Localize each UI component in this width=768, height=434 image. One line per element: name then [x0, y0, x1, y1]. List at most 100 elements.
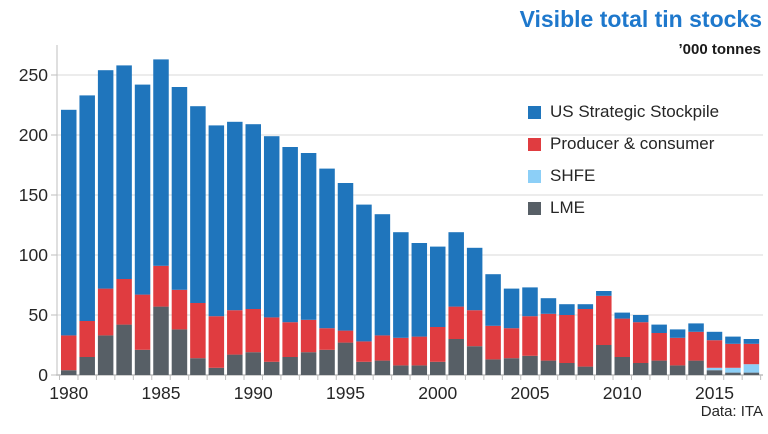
bar-1986-producer-consumer — [171, 289, 188, 330]
x-axis-label-2015: 2015 — [695, 383, 734, 403]
bar-1993-lme — [300, 352, 317, 375]
legend-swatch — [528, 169, 541, 183]
bar-1981-us-strategic-stockpile — [79, 95, 95, 322]
bar-1987-producer-consumer — [190, 303, 206, 359]
bar-1995-producer-consumer — [337, 330, 354, 343]
bar-2015-shfe — [706, 367, 723, 371]
bar-1984-producer-consumer — [134, 294, 151, 350]
bar-1994-producer-consumer — [319, 328, 335, 350]
bar-2006-us-strategic-stockpile — [540, 298, 557, 314]
bar-1981-producer-consumer — [79, 321, 95, 357]
bar-2011-us-strategic-stockpile — [632, 315, 649, 323]
bar-1991-lme — [263, 361, 280, 375]
bar-2005-lme — [522, 355, 538, 375]
bar-1982-us-strategic-stockpile — [97, 70, 114, 289]
axis-labels: 0 50 100 150 200 250 1980 1985 1990 1995 2000 2005 2… — [19, 65, 734, 403]
bar-2012-us-strategic-stockpile — [651, 324, 667, 333]
bars — [61, 59, 760, 375]
unit-label: ’000 tonnes — [678, 41, 761, 58]
bar-2010-producer-consumer — [614, 318, 630, 357]
bar-2015-us-strategic-stockpile — [706, 331, 723, 341]
bar-1998-us-strategic-stockpile — [393, 232, 409, 338]
bar-1988-producer-consumer — [208, 316, 225, 368]
bar-1981-lme — [79, 357, 95, 375]
bar-1993-producer-consumer — [300, 319, 317, 353]
bar-1984-us-strategic-stockpile — [134, 84, 151, 295]
bar-1989-lme — [227, 354, 243, 375]
bar-2005-us-strategic-stockpile — [522, 287, 538, 317]
bar-2008-lme — [577, 366, 594, 375]
bar-2017-producer-consumer — [743, 343, 760, 365]
bar-2002-us-strategic-stockpile — [466, 247, 483, 311]
bar-1980-lme — [61, 370, 77, 375]
bar-2011-lme — [632, 363, 649, 375]
bar-1998-producer-consumer — [393, 337, 409, 366]
bar-1999-lme — [411, 365, 428, 375]
bar-2013-lme — [669, 365, 686, 375]
bar-2014-producer-consumer — [688, 331, 704, 361]
legend-item-lme: LME — [528, 192, 719, 224]
legend: US Strategic Stockpile Producer & consume… — [528, 96, 719, 224]
bar-1985-us-strategic-stockpile — [153, 59, 169, 266]
legend-label: US Strategic Stockpile — [550, 102, 720, 121]
bar-1995-lme — [337, 342, 354, 375]
bar-2000-lme — [430, 361, 446, 375]
y-axis-label-150: 150 — [19, 185, 48, 205]
bar-1997-lme — [374, 360, 391, 375]
bar-1980-producer-consumer — [61, 335, 77, 371]
bar-1996-lme — [356, 361, 372, 375]
bar-1988-us-strategic-stockpile — [208, 125, 225, 317]
x-axis-label-2005: 2005 — [511, 383, 550, 403]
bar-2002-producer-consumer — [466, 310, 483, 347]
bar-2001-producer-consumer — [448, 306, 464, 339]
bar-2016-producer-consumer — [725, 343, 741, 368]
bar-1984-lme — [134, 349, 151, 375]
legend-swatch — [528, 137, 541, 151]
x-axis-label-1980: 1980 — [49, 383, 88, 403]
bar-1990-lme — [245, 352, 261, 375]
x-axis-label-1990: 1990 — [234, 383, 273, 403]
bar-2013-producer-consumer — [669, 337, 686, 366]
bar-1995-us-strategic-stockpile — [337, 183, 354, 331]
bar-1994-lme — [319, 349, 335, 375]
bar-1996-producer-consumer — [356, 341, 372, 362]
y-axis-label-250: 250 — [19, 65, 48, 85]
bar-2004-us-strategic-stockpile — [503, 288, 520, 329]
bar-2011-producer-consumer — [632, 322, 649, 363]
bar-2005-producer-consumer — [522, 316, 538, 356]
y-axis-label-100: 100 — [19, 245, 48, 265]
bar-1989-us-strategic-stockpile — [227, 121, 243, 311]
bar-1986-lme — [171, 329, 188, 375]
legend-label: LME — [550, 198, 585, 217]
bar-1999-producer-consumer — [411, 336, 428, 366]
bar-2000-producer-consumer — [430, 327, 446, 362]
bar-2009-lme — [596, 345, 612, 375]
bar-2012-lme — [651, 360, 667, 375]
bar-1985-lme — [153, 306, 169, 375]
bar-2001-lme — [448, 339, 464, 375]
bar-2016-us-strategic-stockpile — [725, 336, 741, 344]
bar-2009-us-strategic-stockpile — [596, 291, 612, 296]
bar-2014-lme — [688, 360, 704, 375]
x-axis-label-1985: 1985 — [142, 383, 181, 403]
bar-2006-lme — [540, 360, 557, 375]
bar-2004-producer-consumer — [503, 328, 520, 359]
bar-1997-producer-consumer — [374, 335, 391, 361]
x-axis-label-2010: 2010 — [603, 383, 642, 403]
bar-2002-lme — [466, 346, 483, 375]
legend-swatch — [528, 105, 541, 119]
bar-1988-lme — [208, 367, 225, 375]
data-source-label: Data: ITA — [700, 403, 763, 420]
bar-2003-producer-consumer — [485, 325, 501, 360]
bar-1987-us-strategic-stockpile — [190, 106, 206, 303]
chart-title: Visible total tin stocks — [519, 6, 762, 32]
bar-1987-lme — [190, 358, 206, 375]
bar-1990-us-strategic-stockpile — [245, 124, 261, 309]
bar-2006-producer-consumer — [540, 313, 557, 361]
y-axis-label-50: 50 — [29, 305, 49, 325]
x-axis-label-1995: 1995 — [326, 383, 365, 403]
bar-1991-producer-consumer — [263, 317, 280, 362]
bar-1983-us-strategic-stockpile — [116, 65, 132, 280]
bar-1997-us-strategic-stockpile — [374, 214, 391, 336]
